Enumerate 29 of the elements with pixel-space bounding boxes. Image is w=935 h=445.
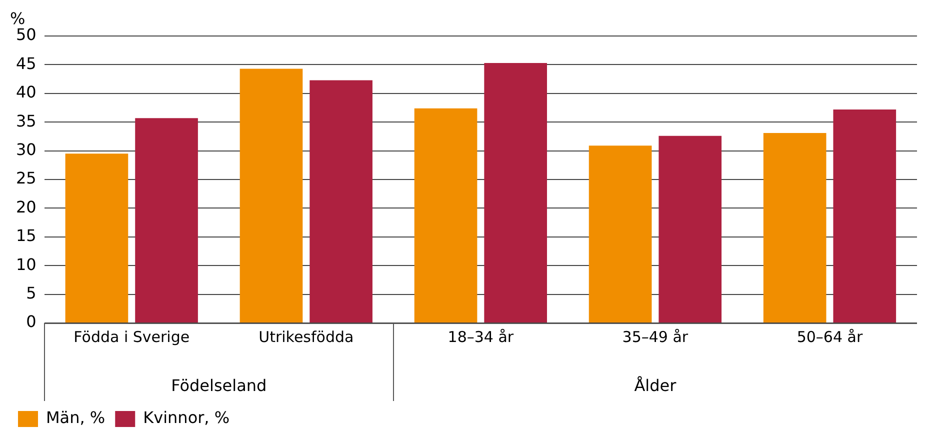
bar [414,108,478,322]
bar [658,136,722,322]
x-tick-label: 35–49 år [622,328,689,346]
x-tick-label: 18–34 år [448,328,514,346]
bar [135,118,198,322]
text: Ålder [634,376,677,396]
bar [65,154,128,322]
y-tick-label: 20 [16,197,36,216]
y-tick-label: 0 [26,312,36,332]
y-tick-label: 15 [16,226,36,246]
x-tick-label: 50–64 år [796,328,864,346]
bar [763,133,826,322]
bar [588,146,652,322]
bar [484,62,547,322]
bar [240,68,303,322]
bar [310,80,372,322]
y-tick-label: 5 [26,283,36,302]
bar [833,109,896,322]
y-tick-label: 35 [16,111,36,130]
y-tick-label: 25 [16,168,36,188]
y-tick-label: 30 [16,140,36,159]
x-tick-label: Födda i Sverige [74,328,190,346]
y-tick-label: 40 [16,82,36,102]
text: Födelseland [171,376,267,396]
x-tick-label: Utrikesfödda [258,328,354,346]
y-tick-label: 10 [16,254,36,274]
legend-label: Män, % [46,408,106,428]
legend-label: Kvinnor, % [143,408,230,428]
y-tick-label: 45 [16,54,36,73]
